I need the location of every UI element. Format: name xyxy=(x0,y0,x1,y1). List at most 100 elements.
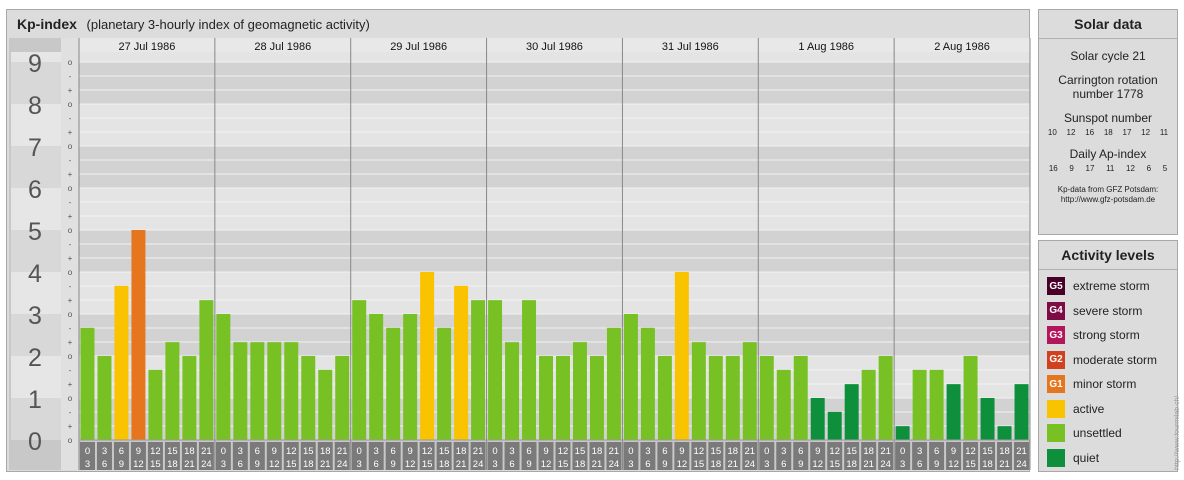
kp-bar xyxy=(403,314,418,440)
interval-cell xyxy=(912,442,928,470)
interval-end: 21 xyxy=(592,459,603,470)
sunspot-label: Sunspot number xyxy=(1063,111,1153,125)
legend-swatch xyxy=(1047,448,1065,467)
axis-band xyxy=(11,52,61,62)
kp-bar xyxy=(556,356,570,440)
axis-band xyxy=(11,272,61,314)
legend-label: unsettled xyxy=(1073,426,1122,441)
legend-label: active xyxy=(1073,401,1105,416)
interval-cell xyxy=(742,442,758,470)
interval-start: 15 xyxy=(846,446,857,457)
kp-bar xyxy=(759,356,774,440)
interval-start: 15 xyxy=(575,446,586,457)
y-tick-label: 7 xyxy=(28,134,42,162)
y-minor-tick: - xyxy=(69,114,72,123)
sunspot-value-5: 12 xyxy=(1141,128,1151,137)
sunspot-value-0: 10 xyxy=(1047,128,1057,137)
interval-start: 12 xyxy=(286,446,297,457)
interval-cell xyxy=(589,442,605,470)
interval-end: 3 xyxy=(85,459,90,470)
interval-cell xyxy=(844,442,860,470)
ap-value-5: 6 xyxy=(1146,164,1152,173)
kp-bar xyxy=(776,369,791,440)
interval-start: 0 xyxy=(85,446,90,457)
kp-bar xyxy=(488,300,503,440)
credit-link[interactable]: http://www.gfz-potsdam.de xyxy=(1060,195,1156,204)
y-minor-tick: o xyxy=(68,100,73,109)
interval-end: 12 xyxy=(133,459,144,470)
interval-end: 24 xyxy=(609,459,620,470)
legend-swatch: G3 xyxy=(1047,326,1065,345)
y-minor-tick: - xyxy=(69,240,72,249)
interval-end: 15 xyxy=(829,459,840,470)
interval-cell xyxy=(691,442,707,470)
interval-start: 15 xyxy=(303,446,314,457)
kp-bar xyxy=(827,411,842,440)
interval-start: 6 xyxy=(934,446,939,457)
interval-cell xyxy=(300,442,316,470)
interval-end: 9 xyxy=(119,459,124,470)
interval-cell xyxy=(725,442,741,470)
kp-bar xyxy=(471,300,486,440)
interval-end: 18 xyxy=(439,459,450,470)
y-minor-tick: + xyxy=(68,212,73,221)
kp-bar xyxy=(742,342,757,440)
day-label: 30 Jul 1986 xyxy=(526,41,583,53)
interval-end: 21 xyxy=(320,459,331,470)
y-tick-label: 0 xyxy=(28,428,42,456)
interval-start: 0 xyxy=(221,446,226,457)
legend-item-unsettled: unsettled xyxy=(1039,421,1177,446)
interval-end: 9 xyxy=(255,459,260,470)
interval-end: 18 xyxy=(982,459,993,470)
y-minor-tick: - xyxy=(69,198,72,207)
interval-end: 15 xyxy=(965,459,976,470)
interval-start: 15 xyxy=(439,446,450,457)
sunspot-value-6: 11 xyxy=(1159,128,1169,137)
carrington-rotation: Carrington rotation number 1778 xyxy=(1058,73,1158,101)
interval-cell xyxy=(674,442,690,470)
interval-end: 21 xyxy=(184,459,195,470)
kp-bar xyxy=(318,369,333,440)
kp-bar xyxy=(878,356,893,440)
interval-start: 21 xyxy=(337,446,348,457)
y-minor-tick: o xyxy=(68,184,73,193)
interval-end: 9 xyxy=(934,459,939,470)
legend-label: quiet xyxy=(1073,450,1100,465)
interval-end: 18 xyxy=(575,459,586,470)
axis-band xyxy=(11,314,61,356)
interval-start: 18 xyxy=(184,446,195,457)
y-minor-tick: o xyxy=(68,142,73,151)
kp-bar xyxy=(623,314,638,440)
day-label: 28 Jul 1986 xyxy=(254,41,311,53)
interval-end: 12 xyxy=(948,459,959,470)
y-minor-tick: + xyxy=(68,254,73,263)
interval-start: 21 xyxy=(1016,446,1027,457)
kp-bar xyxy=(420,272,435,440)
interval-cell xyxy=(521,442,537,470)
y-minor-tick: - xyxy=(69,324,72,333)
kp-bar xyxy=(454,285,469,440)
interval-cell xyxy=(334,442,350,470)
interval-cell xyxy=(1014,442,1029,470)
kp-bar xyxy=(114,285,129,440)
interval-cell xyxy=(623,442,639,470)
interval-start: 21 xyxy=(201,446,212,457)
interval-end: 15 xyxy=(694,459,705,470)
interval-cell xyxy=(504,442,520,470)
interval-end: 15 xyxy=(422,459,433,470)
kp-bar xyxy=(199,300,214,440)
kp-bar xyxy=(708,356,723,440)
interval-start: 0 xyxy=(492,446,497,457)
interval-cell xyxy=(181,442,197,470)
interval-start: 9 xyxy=(136,446,141,457)
y-minor-tick: o xyxy=(68,352,73,361)
interval-cell xyxy=(861,442,877,470)
interval-start: 6 xyxy=(119,446,124,457)
interval-cell xyxy=(538,442,554,470)
interval-end: 6 xyxy=(509,459,514,470)
kp-band xyxy=(79,230,1030,272)
kp-bar xyxy=(1014,384,1029,440)
solar-data-title: Solar data xyxy=(1039,10,1177,39)
interval-start: 15 xyxy=(167,446,178,457)
y-minor-tick: + xyxy=(68,86,73,95)
